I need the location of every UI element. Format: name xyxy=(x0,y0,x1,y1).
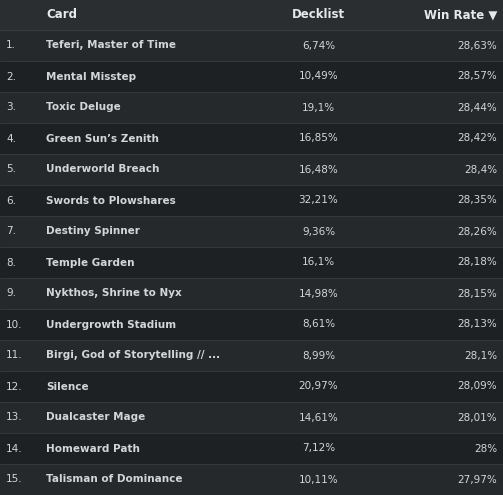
Text: Birgi, God of Storytelling // ...: Birgi, God of Storytelling // ... xyxy=(46,350,220,360)
Bar xyxy=(0,154,503,185)
Text: 28,18%: 28,18% xyxy=(457,257,497,267)
Text: 28,15%: 28,15% xyxy=(457,289,497,298)
Bar xyxy=(0,123,503,154)
Text: Talisman of Dominance: Talisman of Dominance xyxy=(46,475,183,485)
Bar xyxy=(0,247,503,278)
Text: 10,49%: 10,49% xyxy=(299,71,339,82)
Text: 28,44%: 28,44% xyxy=(457,102,497,112)
Text: 13.: 13. xyxy=(6,412,23,423)
Text: Nykthos, Shrine to Nyx: Nykthos, Shrine to Nyx xyxy=(46,289,182,298)
Bar xyxy=(0,309,503,340)
Text: 28,26%: 28,26% xyxy=(457,227,497,237)
Bar xyxy=(0,61,503,92)
Text: Destiny Spinner: Destiny Spinner xyxy=(46,227,140,237)
Text: 28,35%: 28,35% xyxy=(457,196,497,205)
Text: 28,13%: 28,13% xyxy=(457,319,497,330)
Text: Toxic Deluge: Toxic Deluge xyxy=(46,102,121,112)
Text: 12.: 12. xyxy=(6,382,23,392)
Text: 27,97%: 27,97% xyxy=(457,475,497,485)
Text: Decklist: Decklist xyxy=(292,8,345,21)
Text: Dualcaster Mage: Dualcaster Mage xyxy=(46,412,145,423)
Text: 8,61%: 8,61% xyxy=(302,319,335,330)
Text: Underworld Breach: Underworld Breach xyxy=(46,164,159,175)
Text: 8.: 8. xyxy=(6,257,16,267)
Text: 28,09%: 28,09% xyxy=(457,382,497,392)
Text: 6.: 6. xyxy=(6,196,16,205)
Bar xyxy=(0,433,503,464)
Text: 16,48%: 16,48% xyxy=(299,164,339,175)
Text: 2.: 2. xyxy=(6,71,16,82)
Text: 14,61%: 14,61% xyxy=(299,412,339,423)
Bar xyxy=(0,371,503,402)
Text: 3.: 3. xyxy=(6,102,16,112)
Text: Teferi, Master of Time: Teferi, Master of Time xyxy=(46,41,176,50)
Text: 14.: 14. xyxy=(6,444,23,453)
Text: 9.: 9. xyxy=(6,289,16,298)
Text: 19,1%: 19,1% xyxy=(302,102,335,112)
Text: Silence: Silence xyxy=(46,382,89,392)
Bar xyxy=(0,216,503,247)
Text: 10.: 10. xyxy=(6,319,23,330)
Text: 32,21%: 32,21% xyxy=(299,196,339,205)
Text: 28,1%: 28,1% xyxy=(464,350,497,360)
Text: 16,85%: 16,85% xyxy=(299,134,339,144)
Text: Homeward Path: Homeward Path xyxy=(46,444,140,453)
Text: 1.: 1. xyxy=(6,41,16,50)
Text: Green Sun’s Zenith: Green Sun’s Zenith xyxy=(46,134,159,144)
Text: 28,4%: 28,4% xyxy=(464,164,497,175)
Text: 10,11%: 10,11% xyxy=(299,475,339,485)
Text: 15.: 15. xyxy=(6,475,23,485)
Text: Undergrowth Stadium: Undergrowth Stadium xyxy=(46,319,176,330)
Text: Temple Garden: Temple Garden xyxy=(46,257,134,267)
Text: 4.: 4. xyxy=(6,134,16,144)
Text: 11.: 11. xyxy=(6,350,23,360)
Text: 7.: 7. xyxy=(6,227,16,237)
Bar xyxy=(0,92,503,123)
Text: Card: Card xyxy=(46,8,77,21)
Text: 20,97%: 20,97% xyxy=(299,382,339,392)
Bar xyxy=(0,185,503,216)
Text: 9,36%: 9,36% xyxy=(302,227,335,237)
Text: Win Rate ▼: Win Rate ▼ xyxy=(424,8,497,21)
Bar xyxy=(0,464,503,495)
Text: 6,74%: 6,74% xyxy=(302,41,335,50)
Text: Mental Misstep: Mental Misstep xyxy=(46,71,136,82)
Bar xyxy=(0,402,503,433)
Bar xyxy=(0,340,503,371)
Text: 16,1%: 16,1% xyxy=(302,257,335,267)
Bar xyxy=(0,0,503,30)
Text: 5.: 5. xyxy=(6,164,16,175)
Text: 28,57%: 28,57% xyxy=(457,71,497,82)
Text: 28,42%: 28,42% xyxy=(457,134,497,144)
Bar xyxy=(0,278,503,309)
Text: 28,63%: 28,63% xyxy=(457,41,497,50)
Text: 28%: 28% xyxy=(474,444,497,453)
Text: 8,99%: 8,99% xyxy=(302,350,335,360)
Text: Swords to Plowshares: Swords to Plowshares xyxy=(46,196,176,205)
Text: 28,01%: 28,01% xyxy=(457,412,497,423)
Text: 7,12%: 7,12% xyxy=(302,444,335,453)
Text: 14,98%: 14,98% xyxy=(299,289,339,298)
Bar xyxy=(0,30,503,61)
